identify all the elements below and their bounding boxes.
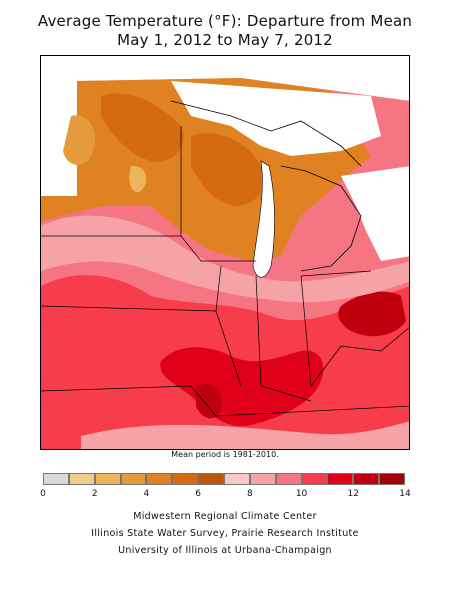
legend-swatch: [275, 473, 302, 485]
lake-huron-area: [341, 166, 409, 261]
map-subtitle-dates: May 1, 2012 to May 7, 2012: [117, 31, 333, 49]
legend-tick-label: 14: [399, 489, 411, 499]
legend-swatch: [327, 473, 354, 485]
region-darkest: [196, 383, 222, 419]
legend-tick-label: 8: [246, 489, 253, 499]
legend-swatch: [68, 473, 95, 485]
region-orange-lighter: [129, 165, 147, 193]
region-darkred-east: [338, 291, 406, 337]
region-darkred-core: [160, 347, 324, 427]
legend-tick-label: 4: [143, 489, 150, 499]
credit-line-1: Midwestern Regional Climate Center: [133, 511, 317, 522]
legend-tick-label: 0: [40, 489, 46, 499]
legend-tick-label: 6: [195, 489, 201, 499]
coastlines: [170, 100, 362, 272]
legend-tick-label: 12: [347, 489, 359, 499]
lake-michigan: [252, 160, 275, 278]
mean-period-note: Mean period is 1981-2010.: [171, 450, 279, 459]
color-legend: [43, 473, 405, 485]
legend-tick-label: 2: [91, 489, 98, 499]
legend-swatch: [224, 473, 250, 485]
map-svg: [41, 56, 409, 449]
region-orange-dark-2: [191, 133, 265, 206]
region-pink-south: [81, 421, 409, 449]
region-orange-light: [63, 115, 95, 166]
temperature-departure-map: [40, 55, 410, 450]
legend-swatch: [353, 473, 380, 485]
legend-swatch: [172, 473, 199, 485]
legend-swatch: [120, 473, 147, 485]
legend-swatch: [379, 473, 405, 485]
region-pink-band: [41, 215, 409, 303]
legend-swatch: [43, 473, 69, 485]
map-title: Average Temperature (°F): Departure from…: [37, 12, 413, 30]
legend-tick-label: 10: [295, 489, 308, 499]
state-boundaries: [41, 126, 409, 417]
legend-swatch: [94, 473, 121, 485]
legend-swatch: [249, 473, 276, 485]
legend-swatch: [146, 473, 173, 485]
credit-line-3: University of Illinois at Urbana-Champai…: [118, 545, 332, 556]
legend-swatch: [198, 473, 224, 485]
lake-superior-area: [171, 81, 381, 156]
credit-line-2: Illinois State Water Survey, Prairie Res…: [91, 528, 359, 539]
legend-swatch: [301, 473, 328, 485]
region-orange-dark: [101, 93, 184, 162]
